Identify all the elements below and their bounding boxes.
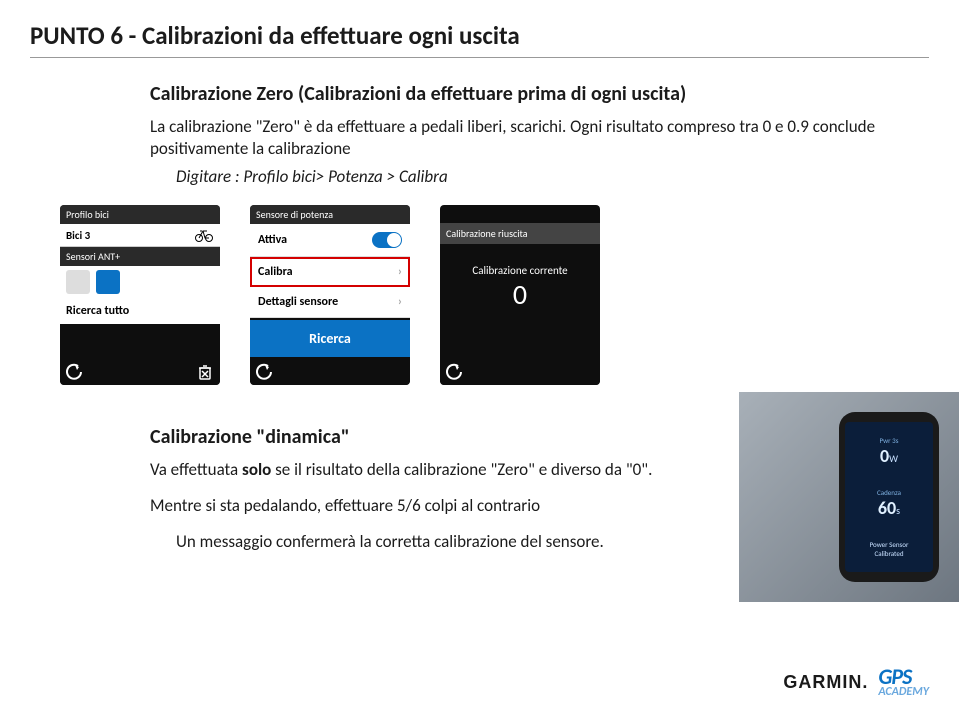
- device-screen-calibration-result: Calibrazione riuscita Calibrazione corre…: [440, 205, 600, 385]
- chevron-right-icon: ›: [398, 265, 402, 279]
- photo-value-1: 0: [880, 445, 889, 467]
- screen1-ant-icons: [60, 266, 220, 298]
- photo-unit-1: W: [889, 452, 898, 465]
- device-screen-power-sensor: Sensore di potenza Attiva Calibra › Dett…: [250, 205, 410, 385]
- screen1-bike-row: Bici 3: [60, 224, 220, 247]
- divider: [30, 57, 929, 58]
- screen2-attiva-row: Attiva: [250, 224, 410, 257]
- zero-section-title: Calibrazione Zero (Calibrazioni da effet…: [150, 82, 889, 106]
- page-title: PUNTO 6 - Calibrazioni da effettuare ogn…: [30, 20, 929, 51]
- screen3-line2: Calibrazione corrente: [446, 264, 594, 277]
- bike-icon: [194, 228, 214, 242]
- photo-status: Power Sensor Calibrated: [870, 540, 909, 558]
- dynamic-line1a: Va effettuata: [150, 459, 242, 480]
- photo-label-1: Pwr 3s: [880, 436, 899, 445]
- photo-value-2: 60: [878, 497, 896, 519]
- screen1-bike-label: Bici 3: [66, 229, 90, 242]
- screen3-value: 0: [446, 277, 594, 312]
- screen3-line1: Calibrazione riuscita: [440, 223, 600, 244]
- delete-icon: [196, 363, 214, 381]
- ant-sensor-icon-selected: [96, 270, 120, 294]
- photo-screen: Pwr 3s 0W Cadenza 60s Power Sensor Calib…: [845, 422, 933, 572]
- device-screen-profile: Profilo bici Bici 3 Sensori ANT+ Ricerca…: [60, 205, 220, 385]
- back-icon: [256, 363, 274, 381]
- dynamic-line1c: se il risultato della calibrazione "Zero…: [271, 459, 652, 480]
- screen2-dettagli-label: Dettagli sensore: [258, 295, 338, 309]
- zero-body-text: La calibrazione "Zero" è da effettuare a…: [150, 116, 889, 160]
- screen1-header1: Profilo bici: [60, 205, 220, 224]
- screen1-header2: Sensori ANT+: [60, 247, 220, 266]
- photo-unit-2: s: [896, 504, 900, 517]
- chevron-right-icon: ›: [398, 295, 402, 309]
- device-screenshots-row: Profilo bici Bici 3 Sensori ANT+ Ricerca…: [60, 205, 889, 385]
- screen2-attiva-label: Attiva: [258, 233, 287, 247]
- gps-academy-logo: GPS ACADEMY: [878, 667, 929, 698]
- bike-computer-photo: Pwr 3s 0W Cadenza 60s Power Sensor Calib…: [739, 392, 959, 602]
- toggle-on-icon: [372, 232, 402, 248]
- zero-instruction: Digitare : Profilo bici> Potenza > Calib…: [176, 166, 889, 187]
- screen2-calibra-label: Calibra: [258, 265, 293, 279]
- screen1-footer: [60, 359, 220, 385]
- screen2-calibra-row: Calibra ›: [250, 257, 410, 287]
- screen2-ricerca-button: Ricerca: [250, 320, 410, 357]
- screen2-header: Sensore di potenza: [250, 205, 410, 224]
- screen2-footer: [250, 359, 410, 385]
- back-icon: [66, 363, 84, 381]
- ant-sensor-icon: [66, 270, 90, 294]
- academy-text: ACADEMY: [878, 687, 929, 698]
- screen2-dettagli-row: Dettagli sensore ›: [250, 287, 410, 318]
- screen1-ricerca-tutto: Ricerca tutto: [60, 298, 220, 324]
- logo-block: GARMIN. GPS ACADEMY: [783, 667, 929, 698]
- dynamic-line1b: solo: [242, 459, 271, 480]
- photo-label-2: Cadenza: [877, 488, 901, 497]
- screen3-footer: [440, 359, 600, 385]
- photo-device: Pwr 3s 0W Cadenza 60s Power Sensor Calib…: [839, 412, 939, 582]
- back-icon: [446, 363, 464, 381]
- garmin-logo: GARMIN.: [783, 672, 868, 693]
